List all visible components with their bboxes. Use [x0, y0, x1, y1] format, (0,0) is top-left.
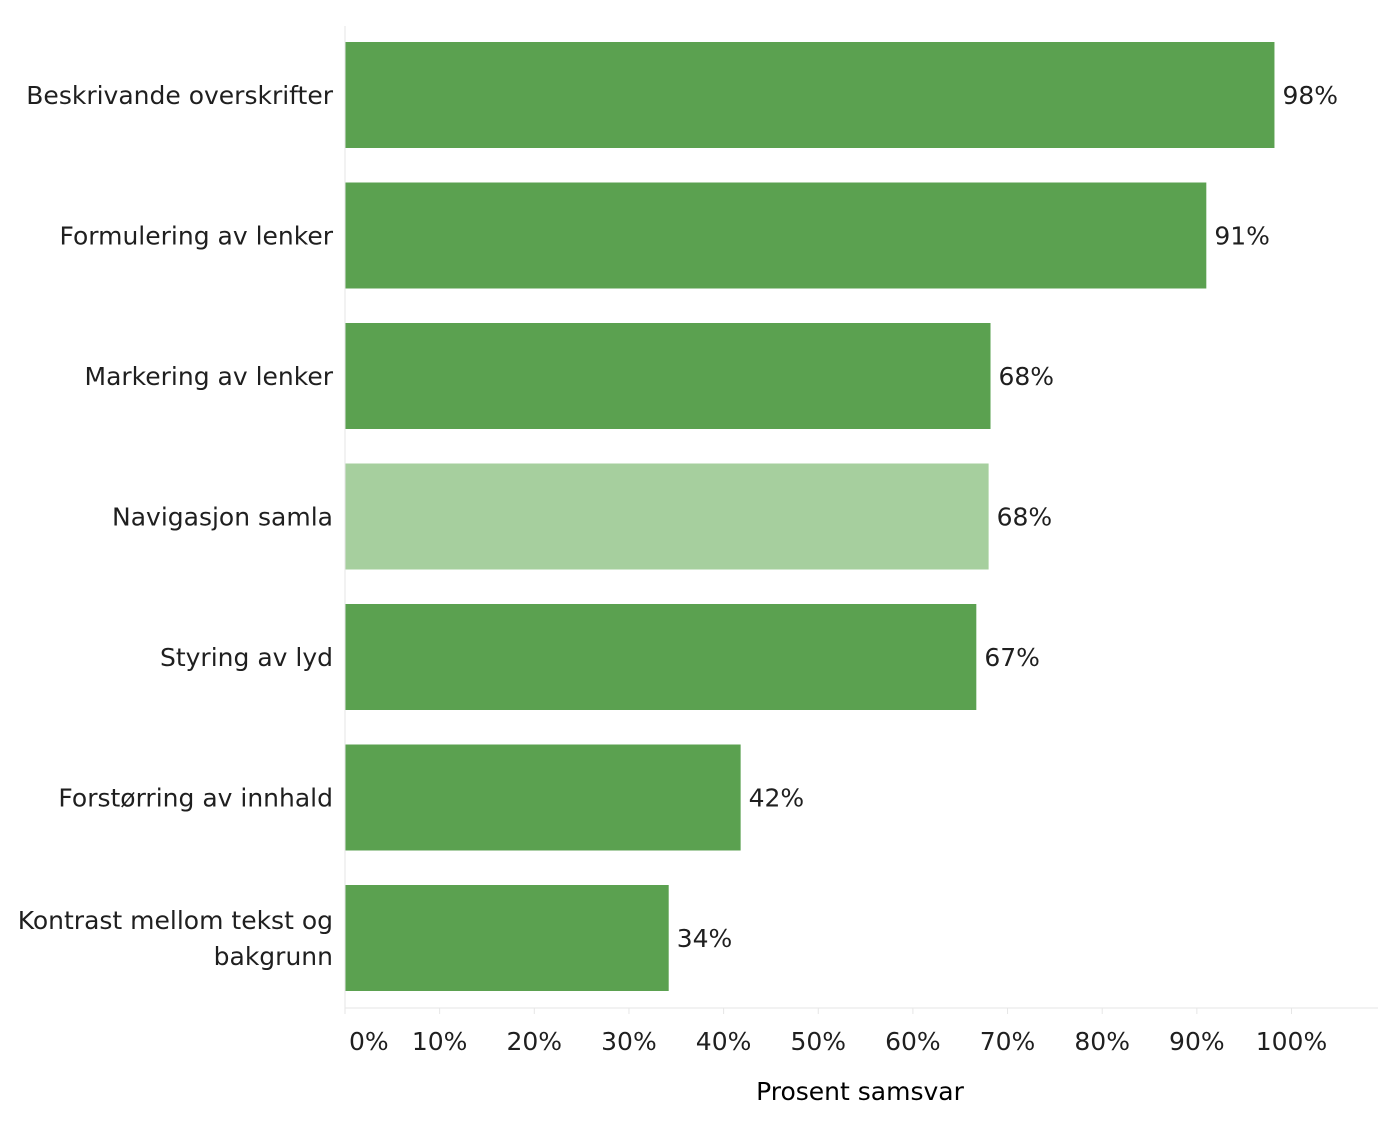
category-label: Kontrast mellom tekst og bakgrunn [18, 906, 333, 971]
x-axis-title: Prosent samsvar [756, 1077, 964, 1106]
x-tick-label: 80% [1074, 1027, 1130, 1056]
value-label: 91% [1214, 222, 1270, 251]
x-tick-label: 50% [790, 1027, 846, 1056]
x-tick-label: 20% [507, 1027, 563, 1056]
bar[interactable] [345, 323, 991, 429]
value-label: 67% [984, 643, 1040, 672]
category-label: Navigasjon samla [112, 503, 333, 532]
value-labels: 98% 91% 68% 68% 67% 42% 34% [677, 81, 1338, 953]
bar[interactable] [345, 744, 741, 851]
bar[interactable] [345, 604, 977, 710]
bar[interactable] [345, 885, 669, 991]
value-label: 68% [997, 503, 1053, 532]
bar[interactable] [345, 463, 989, 570]
bars-layer [345, 42, 1275, 991]
category-label: Forstørring av innhald [58, 784, 333, 813]
x-tick-label: 40% [696, 1027, 752, 1056]
bar[interactable] [345, 182, 1207, 289]
value-label: 68% [999, 362, 1055, 391]
category-labels: Beskrivande overskrifter Formulering av l… [18, 81, 334, 971]
x-tick-label: 30% [601, 1027, 657, 1056]
x-tick-label: 90% [1169, 1027, 1225, 1056]
value-label: 98% [1282, 81, 1338, 110]
x-tick-label: 70% [980, 1027, 1036, 1056]
x-tick-label: 0% [349, 1027, 389, 1056]
bar[interactable] [345, 42, 1275, 148]
x-axis: 0% 10% 20% 30% 40% 50% 60% 70% 80% 90% 100% [344, 26, 1378, 1056]
category-label: Markering av lenker [85, 362, 334, 391]
x-tick-label: 100% [1256, 1027, 1327, 1056]
category-label: Styring av lyd [160, 643, 333, 672]
category-label: Formulering av lenker [59, 222, 333, 251]
category-label: Beskrivande overskrifter [26, 81, 333, 110]
x-tick-label: 10% [412, 1027, 468, 1056]
x-tick-label: 60% [885, 1027, 941, 1056]
category-label-line: Kontrast mellom tekst og [18, 906, 333, 935]
value-label: 42% [749, 784, 805, 813]
category-label-line: bakgrunn [214, 942, 333, 971]
value-label: 34% [677, 924, 733, 953]
